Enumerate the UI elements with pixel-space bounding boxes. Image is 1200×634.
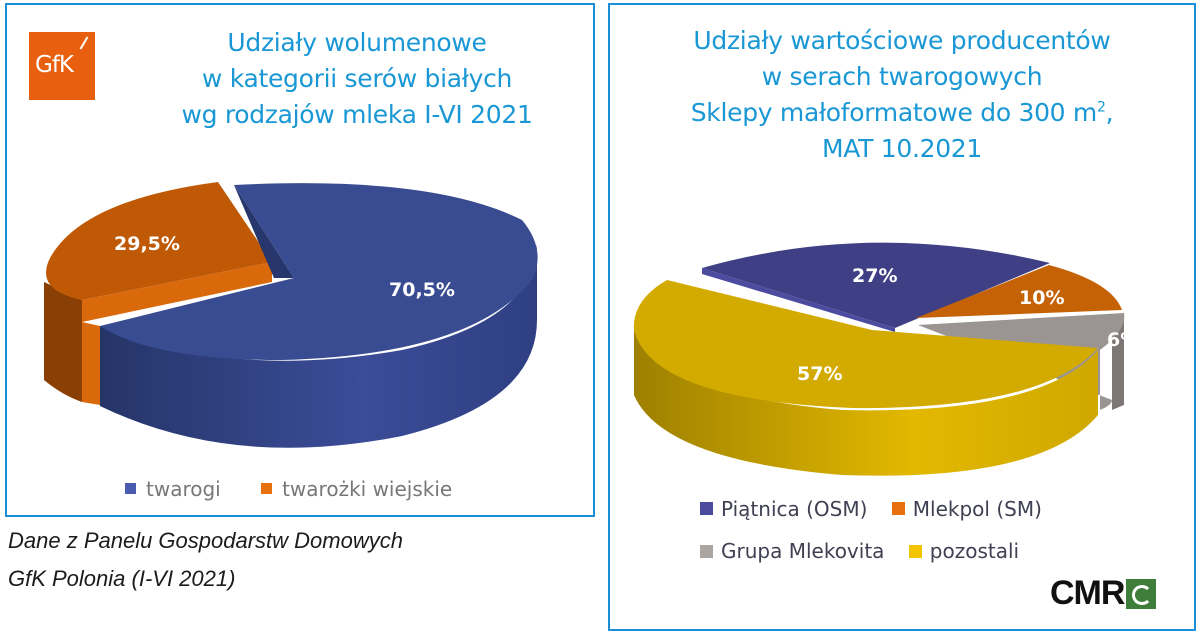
right-chart-title: Udziały wartościowe producentów w serach… — [690, 26, 1114, 163]
label-mlekovita: 6% — [1107, 329, 1139, 351]
legend-swatch-purple-icon — [700, 502, 713, 515]
left-pie-chart: 29,5% 70,5% — [44, 182, 538, 448]
right-chart-panel: Udziały wartościowe producentów w serach… — [608, 3, 1196, 631]
label-pozostali: 57% — [797, 363, 842, 385]
left-chart-legend: twarogi twarożki wiejskie — [125, 475, 486, 501]
left-chart-title: Udziały wolumenowe w kategorii serów bia… — [181, 28, 533, 129]
right-pie-chart: 27% 10% 6% 57% — [633, 242, 1139, 476]
legend-swatch-grey-icon — [700, 544, 713, 558]
legend-item-piatnica: Piątnica (OSM) — [700, 488, 867, 530]
cmr-logo: CMR — [1050, 574, 1157, 613]
label-twarogi: 70,5% — [389, 279, 455, 301]
legend-swatch-orange-icon — [891, 502, 905, 515]
legend-item-mlekovita: Grupa Mlekovita — [700, 530, 884, 572]
source-note-line1: Dane z Panelu Gospodarstw Domowych — [8, 528, 403, 553]
legend-item-twarozki: twarożki wiejskie — [261, 477, 452, 501]
right-chart-legend: Piątnica (OSM) Mlekpol (SM) Grupa Mlekov… — [700, 487, 1060, 572]
gfk-logo: GfK — [29, 32, 95, 100]
left-chart-panel: GfK Udziały wolumenowe w kategorii serów… — [5, 3, 595, 517]
legend-swatch-orange-icon — [261, 483, 273, 494]
legend-item-twarogi: twarogi — [125, 477, 221, 501]
legend-item-pozostali: pozostali — [908, 530, 1019, 572]
source-note-line2: GfK Polonia (I-VI 2021) — [8, 566, 236, 591]
legend-swatch-yellow-icon — [908, 544, 922, 558]
cmr-logo-mark-icon — [1126, 578, 1157, 609]
label-piatnica: 27% — [852, 265, 897, 287]
legend-item-mlekpol: Mlekpol (SM) — [891, 488, 1042, 530]
label-mlekpol: 10% — [1019, 287, 1064, 309]
legend-swatch-blue-icon — [125, 483, 136, 494]
label-twarozki: 29,5% — [114, 233, 180, 255]
